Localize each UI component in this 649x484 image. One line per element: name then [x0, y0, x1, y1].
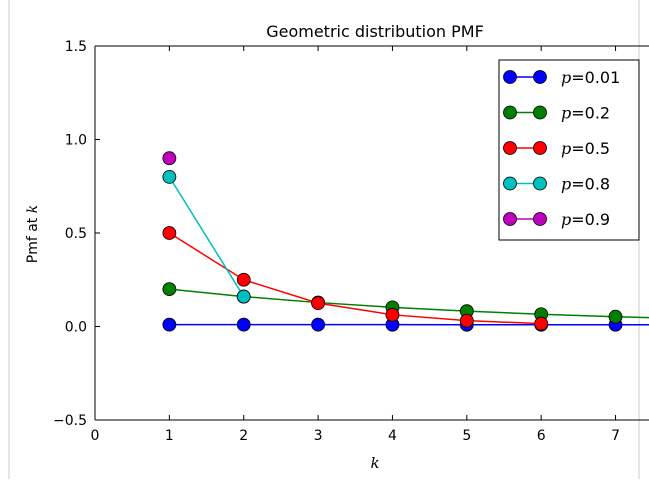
series-p-0-5 [163, 227, 548, 331]
legend-label-var: p [561, 175, 571, 194]
series-p-0-01 [163, 318, 649, 331]
legend-label-value: =0.2 [571, 104, 610, 123]
data-point-p-0-01 [312, 318, 325, 331]
data-point-p-0-5 [535, 317, 548, 330]
data-point-p-0-2 [609, 310, 622, 323]
series-p-0-2 [163, 283, 649, 326]
legend-marker [534, 213, 547, 226]
y-axis-label: Pmf at k [25, 205, 41, 263]
x-tick-label: 6 [537, 428, 546, 444]
data-point-p-0-01 [163, 318, 176, 331]
y-tick-label: 1.0 [65, 133, 87, 149]
legend-marker [504, 106, 517, 119]
y-tick-label: −0.5 [53, 413, 87, 429]
series-p-0-9 [163, 152, 176, 165]
legend-marker [534, 71, 547, 84]
legend-label-value: =0.8 [571, 175, 610, 194]
legend-marker [534, 177, 547, 190]
series-line-p-0-8 [169, 177, 243, 297]
x-tick-label: 3 [314, 428, 323, 444]
legend-label: p=0.5 [561, 139, 610, 158]
legend-label-var: p [561, 210, 571, 229]
x-tick-label: 2 [239, 428, 248, 444]
x-tick-label: 0 [91, 428, 100, 444]
legend: p=0.01p=0.2p=0.5p=0.8p=0.9 [499, 60, 639, 240]
y-tick-label: 0.5 [65, 226, 87, 242]
y-axis-label-var: k [25, 205, 41, 213]
x-tick-label: 5 [462, 428, 471, 444]
data-point-p-0-5 [163, 227, 176, 240]
y-tick-label: 0.0 [65, 320, 87, 336]
legend-marker [534, 106, 547, 119]
chart-title: Geometric distribution PMF [266, 22, 484, 41]
legend-label-var: p [561, 68, 571, 87]
x-tick-label: 7 [611, 428, 620, 444]
data-point-p-0-01 [237, 318, 250, 331]
data-point-p-0-8 [237, 290, 250, 303]
y-axis-ticks: −0.5 0.0 0.5 1.0 1.5 [53, 39, 100, 429]
legend-marker [504, 142, 517, 155]
data-point-p-0-5 [237, 273, 250, 286]
x-tick-label: 4 [388, 428, 397, 444]
legend-marker [504, 213, 517, 226]
x-tick-label: 1 [165, 428, 174, 444]
legend-label-var: p [561, 104, 571, 123]
x-axis-label: k [370, 454, 379, 472]
data-point-p-0-2 [163, 283, 176, 296]
legend-label-value: =0.01 [571, 68, 620, 87]
legend-label: p=0.01 [561, 68, 620, 87]
legend-marker [504, 71, 517, 84]
legend-label-value: =0.5 [571, 139, 610, 158]
data-point-p-0-5 [386, 308, 399, 321]
series-line-p-0-5 [169, 233, 541, 324]
legend-marker [504, 177, 517, 190]
legend-label-var: p [561, 139, 571, 158]
data-point-p-0-5 [460, 314, 473, 327]
y-axis-label-prefix: Pmf at [25, 213, 41, 263]
data-point-p-0-5 [312, 297, 325, 310]
legend-label: p=0.9 [561, 210, 610, 229]
legend-marker [534, 142, 547, 155]
legend-label-value: =0.9 [571, 210, 610, 229]
data-point-p-0-8 [163, 170, 176, 183]
legend-label: p=0.2 [561, 104, 610, 123]
data-point-p-0-9 [163, 152, 176, 165]
y-tick-label: 1.5 [65, 39, 87, 55]
legend-label: p=0.8 [561, 175, 610, 194]
